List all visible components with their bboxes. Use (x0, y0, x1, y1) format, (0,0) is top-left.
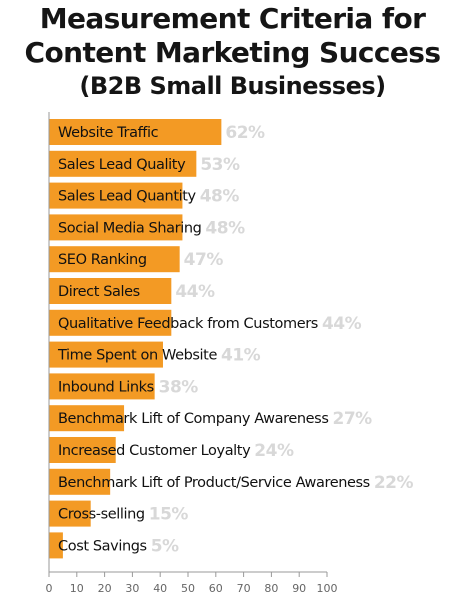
value-label: 62% (225, 123, 265, 143)
bar-11 (49, 437, 116, 463)
value-label: 38% (159, 377, 199, 397)
category-label: Direct Sales (58, 284, 140, 300)
value-label: 44% (322, 314, 362, 334)
x-tick-label: 10 (70, 582, 84, 595)
x-tick-label: 20 (98, 582, 112, 595)
x-tick-label: 90 (292, 582, 306, 595)
value-label: 22% (374, 473, 414, 493)
category-label: Sales Lead Quantity (58, 189, 197, 205)
category-label: Cross-selling (58, 507, 145, 523)
bar-13 (49, 500, 91, 527)
value-label: 24% (254, 441, 294, 461)
value-label: 48% (205, 218, 245, 238)
category-label: Website Traffic (58, 125, 159, 141)
x-tick-label: 100 (317, 582, 338, 595)
category-label: Qualitative Feedback from Customers (58, 316, 318, 332)
value-label: 44% (175, 282, 215, 302)
bar-6 (49, 278, 172, 304)
category-label: Cost Savings (58, 538, 147, 554)
value-label: 53% (200, 155, 240, 175)
chart-title-line-2: Content Marketing Success (24, 36, 442, 69)
x-tick-label: 80 (264, 582, 278, 595)
x-tick-label: 60 (209, 582, 223, 595)
x-tick-label: 50 (181, 582, 195, 595)
bar-12 (49, 468, 111, 495)
category-label: SEO Ranking (58, 252, 147, 268)
bar-4 (49, 214, 183, 241)
x-tick-label: 70 (237, 582, 251, 595)
chart-title-line-1: Measurement Criteria for (39, 2, 426, 35)
bar-5 (49, 246, 180, 273)
chart-subtitle: (B2B Small Businesses) (79, 72, 386, 100)
category-label: Benchmark Lift of Company Awareness (58, 411, 329, 427)
value-label: 15% (149, 505, 189, 525)
bar-8 (49, 341, 163, 368)
value-label: 41% (221, 346, 261, 366)
bar-14 (49, 532, 63, 559)
category-label: Social Media Sharing (58, 220, 201, 236)
bar-3 (49, 182, 183, 209)
value-label: 48% (200, 187, 240, 207)
x-tick-label: 40 (153, 582, 167, 595)
bar-10 (49, 405, 125, 432)
category-label: Benchmark Lift of Product/Service Awaren… (58, 475, 370, 491)
bar-2 (49, 150, 197, 177)
x-tick-label: 0 (46, 582, 53, 595)
category-label: Inbound Links (58, 379, 154, 395)
bar-9 (49, 373, 155, 400)
value-label: 27% (333, 409, 373, 429)
category-label: Sales Lead Quality (58, 157, 186, 173)
category-label: Time Spent on Website (57, 348, 217, 364)
x-tick-label: 30 (125, 582, 139, 595)
value-label: 47% (184, 250, 224, 270)
value-label: 5% (151, 536, 179, 556)
category-label: Increased Customer Loyalty (58, 443, 251, 459)
bar-7 (49, 309, 172, 336)
bar-1 (49, 119, 222, 145)
